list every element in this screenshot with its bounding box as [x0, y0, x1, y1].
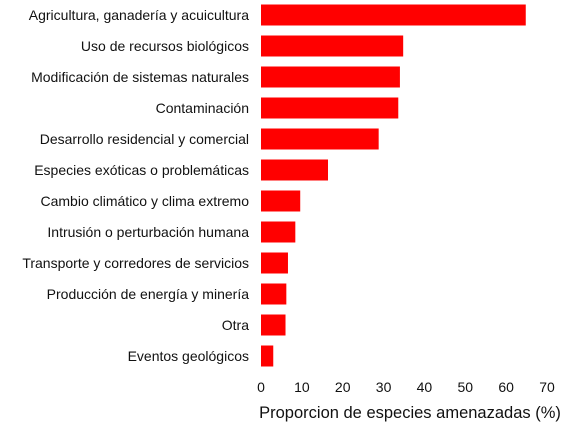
category-label: Cambio climático y clima extremo — [41, 193, 250, 209]
bars — [261, 4, 526, 367]
bar — [261, 66, 400, 88]
category-labels: Agricultura, ganadería y acuicultura Uso … — [22, 7, 249, 364]
bar — [261, 4, 526, 26]
bar — [261, 128, 379, 150]
bar — [261, 345, 274, 367]
bar — [261, 190, 301, 212]
bar — [261, 252, 288, 274]
category-label: Contaminación — [156, 100, 249, 116]
x-tick-label: 40 — [417, 379, 433, 395]
category-label: Transporte y corredores de servicios — [22, 255, 249, 271]
x-tick-labels: 0 10 20 30 40 50 60 70 — [257, 379, 555, 395]
category-label: Eventos geológicos — [128, 348, 249, 364]
x-tick-label: 10 — [294, 379, 310, 395]
x-tick-label: 20 — [335, 379, 351, 395]
category-label: Intrusión o perturbación humana — [47, 224, 249, 240]
category-label: Especies exóticas o problemáticas — [34, 162, 249, 178]
category-label: Producción de energía y minería — [47, 286, 250, 302]
bar — [261, 97, 399, 119]
category-label: Desarrollo residencial y comercial — [40, 131, 249, 147]
x-tick-label: 50 — [457, 379, 473, 395]
bar — [261, 283, 287, 305]
x-tick-label: 30 — [376, 379, 392, 395]
category-label: Modificación de sistemas naturales — [31, 69, 249, 85]
bar — [261, 159, 329, 181]
category-label: Otra — [222, 317, 249, 333]
x-axis-title: Proporcion de especies amenazadas (%) — [259, 404, 561, 422]
x-tick-label: 60 — [498, 379, 514, 395]
bar — [261, 221, 296, 243]
x-tick-label: 70 — [539, 379, 555, 395]
category-label: Agricultura, ganadería y acuicultura — [29, 7, 249, 23]
bar — [261, 314, 286, 336]
x-tick-label: 0 — [257, 379, 265, 395]
category-label: Uso de recursos biológicos — [81, 38, 249, 54]
bar — [261, 35, 404, 57]
